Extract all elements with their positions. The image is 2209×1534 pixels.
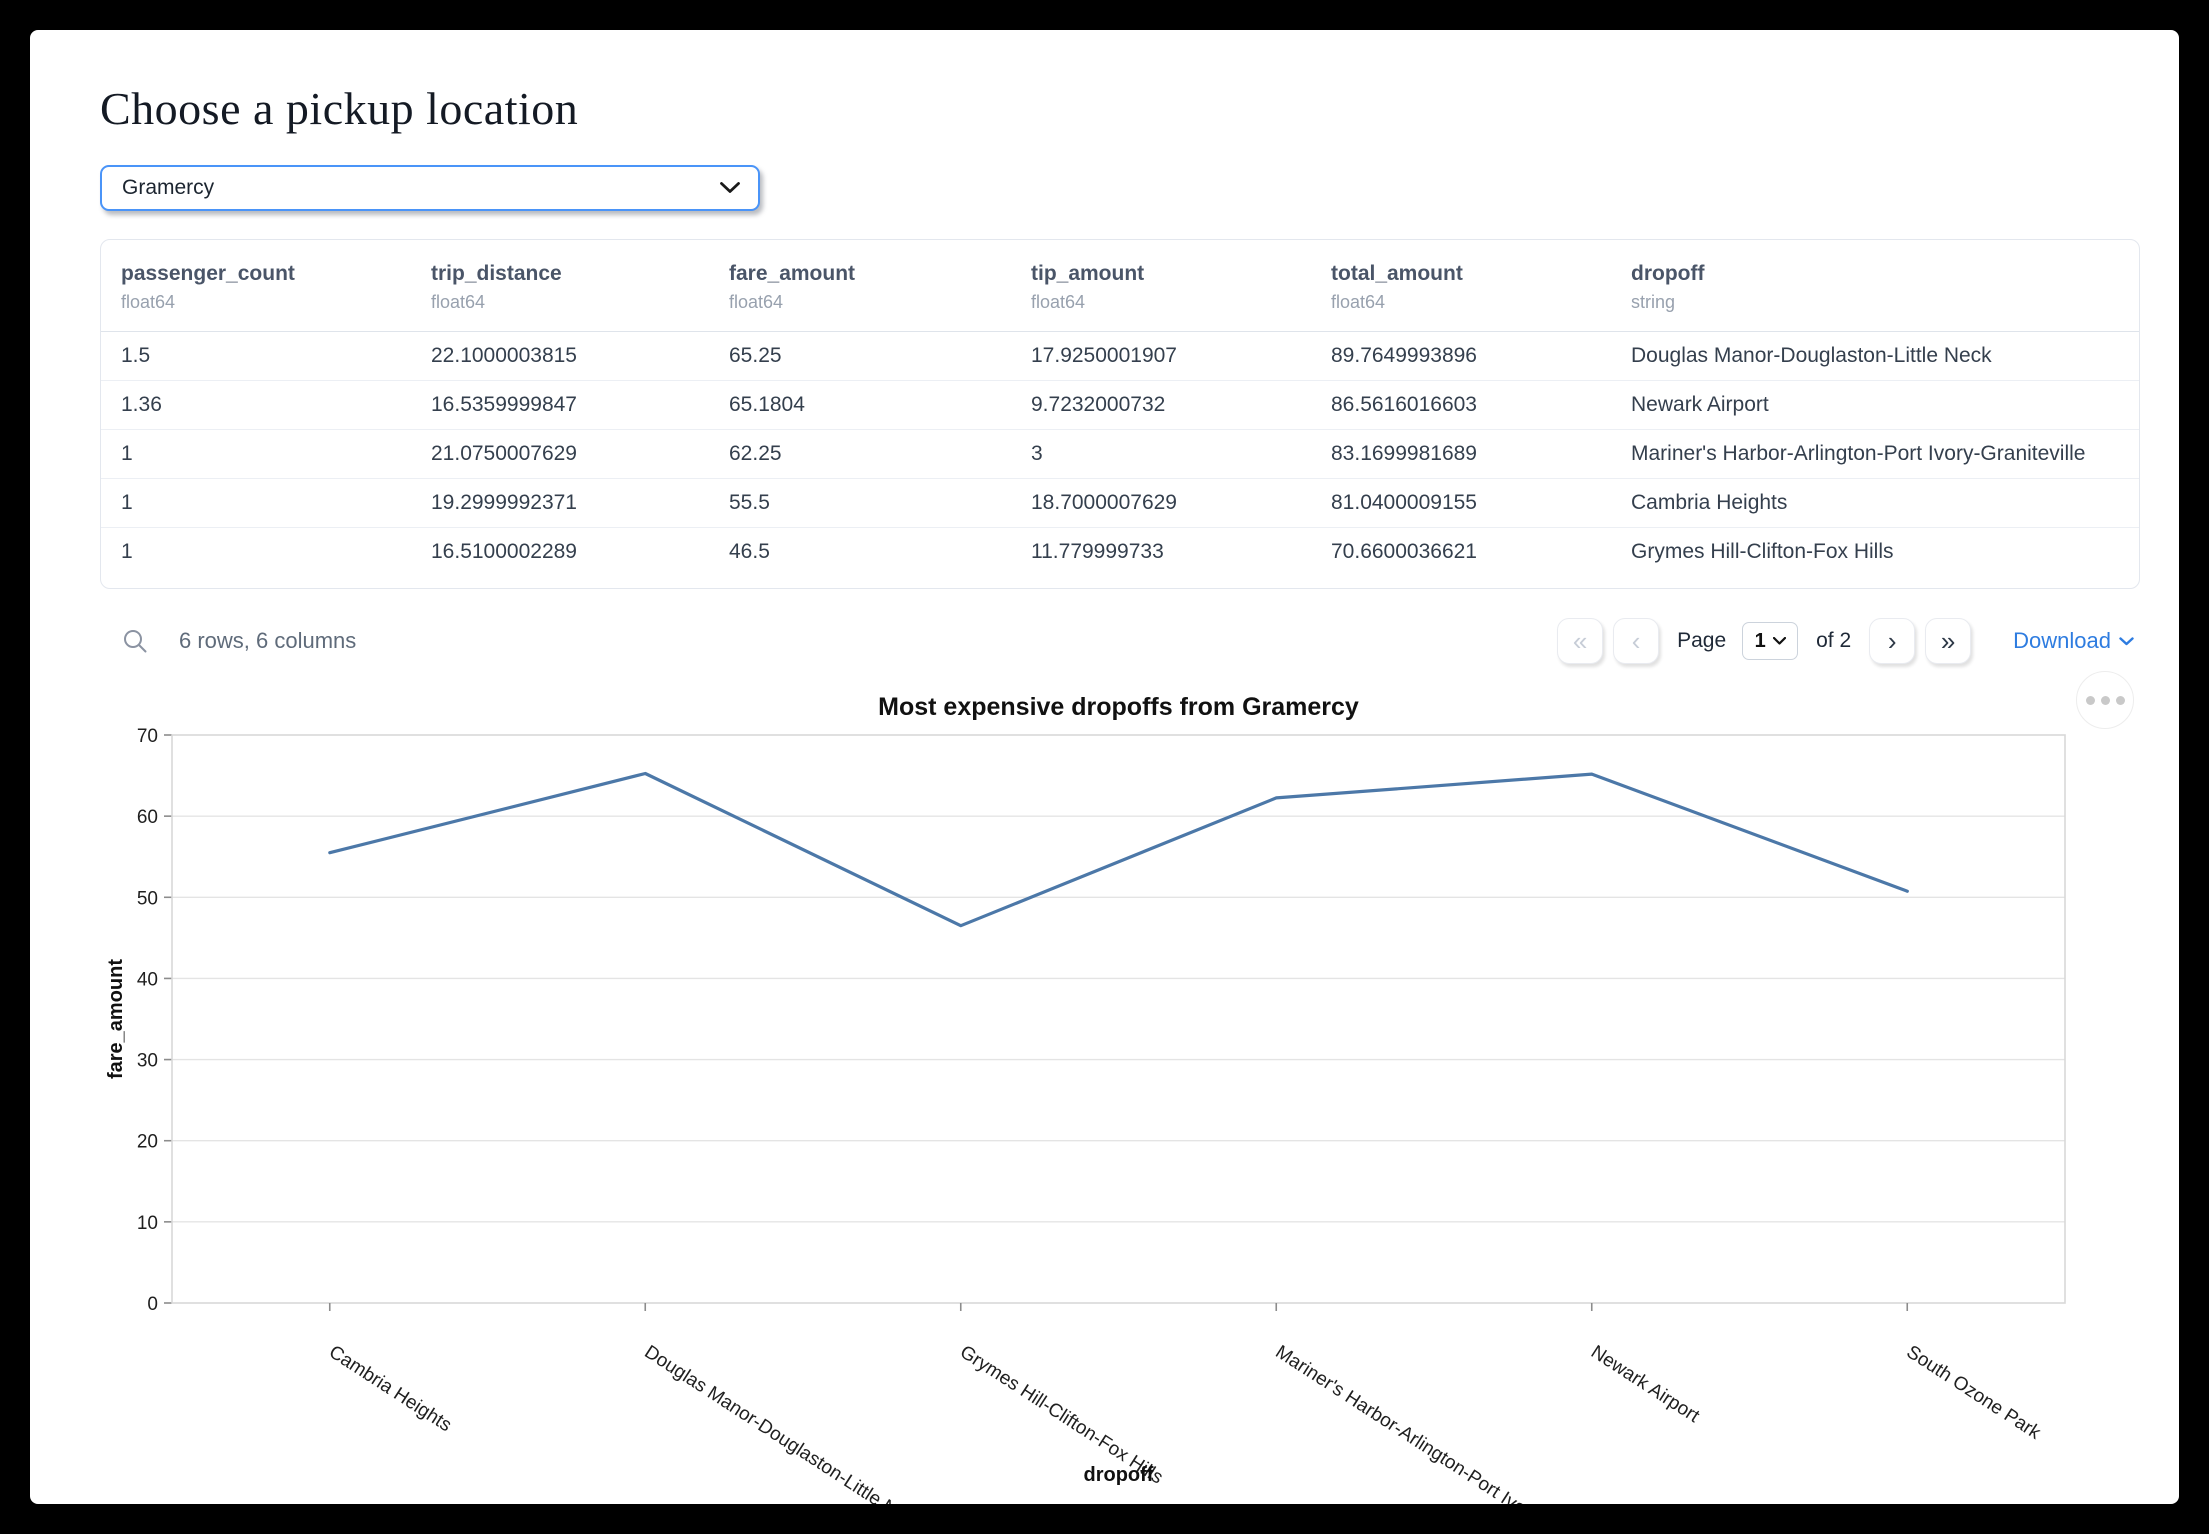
table-cell: 16.5359999847: [411, 380, 709, 430]
pickup-location-select[interactable]: Gramercy: [100, 165, 760, 211]
table-cell: 1.5: [121, 344, 151, 367]
table-row[interactable]: 1 19.2999992371 55.5 18.7000007629 81.040000…: [101, 478, 2139, 528]
table-row[interactable]: 1 21.0750007629 62.25 3 83.1699981689 Mariner…: [101, 429, 2139, 479]
table-footer: 6 rows, 6 columns « ‹ Page 1 of 2 › » Do…: [100, 615, 2140, 667]
table-cell: 16.5100002289: [411, 527, 709, 576]
app-card: Choose a pickup location Gramercy passen…: [30, 30, 2179, 1504]
y-tick-label: 50: [137, 888, 158, 909]
y-tick-label: 40: [137, 969, 158, 990]
table-row[interactable]: 1.5 22.1000003815 65.25 17.9250001907 89.764…: [101, 332, 2139, 381]
x-tick-label: Newark Airport: [1587, 1342, 1704, 1428]
table-cell: 81.0400009155: [1311, 478, 1611, 528]
table-cell: 83.1699981689: [1311, 429, 1611, 479]
table-cell: Mariner's Harbor-Arlington-Port Ivory-Gr…: [1611, 429, 2139, 479]
table-cell: 22.1000003815: [431, 344, 577, 367]
table-header-row: passenger_count float64 trip_distance float…: [101, 240, 2139, 332]
y-tick-label: 10: [137, 1213, 158, 1234]
table-cell: 89.7649993896: [1331, 344, 1477, 367]
y-axis-title: fare_amount: [105, 959, 127, 1079]
table-cell: 11.779999733: [1011, 527, 1311, 576]
table-cell: Grymes Hill-Clifton-Fox Hills: [1611, 527, 2139, 576]
column-header-total_amount[interactable]: total_amount float64: [1311, 240, 1611, 332]
table-cell: 1.36: [101, 380, 411, 430]
page-number-value: 1: [1754, 629, 1766, 652]
chevron-down-icon: [1772, 637, 1786, 645]
page-label: Page: [1677, 629, 1727, 652]
chevron-down-icon: [2119, 636, 2134, 645]
previous-page-button[interactable]: ‹: [1613, 618, 1660, 664]
chevron-down-icon: [720, 182, 740, 193]
table-row[interactable]: 1 16.5100002289 46.5 11.779999733 70.6600036…: [101, 527, 2139, 576]
fare-line-series: [328, 771, 1909, 928]
pagination: « ‹ Page 1 of 2 › » Download: [1557, 618, 2140, 664]
first-page-button[interactable]: «: [1557, 618, 1604, 664]
table-cell: 70.6600036621: [1311, 527, 1611, 576]
table-cell: 86.5616016603: [1311, 380, 1611, 430]
table-cell: 1: [101, 527, 411, 576]
y-tick-label: 70: [137, 726, 158, 747]
chart-section: Most expensive dropoffs from Gramercy 0 10…: [100, 671, 2140, 1504]
table-cell: 62.25: [709, 429, 1011, 479]
y-tick-label: 0: [147, 1294, 158, 1315]
download-label: Download: [2013, 628, 2111, 653]
column-header-fare_amount[interactable]: fare_amount float64: [709, 240, 1011, 332]
page-number-select[interactable]: 1: [1742, 622, 1799, 660]
search-icon: [124, 629, 147, 652]
table-row[interactable]: 1.36 16.5359999847 65.1804 9.7232000732 86.5…: [101, 380, 2139, 430]
table-cell: 19.2999992371: [411, 478, 709, 528]
y-tick-label: 30: [137, 1051, 158, 1072]
y-tick-label: 20: [137, 1132, 158, 1153]
page-title: Choose a pickup location: [100, 83, 579, 134]
plot-border: [171, 734, 2066, 1304]
column-header-tip_amount[interactable]: tip_amount float64: [1011, 240, 1311, 332]
table-cell: 1: [101, 429, 411, 479]
table-cell: 9.7232000732: [1011, 380, 1311, 430]
next-page-button[interactable]: ›: [1869, 618, 1916, 664]
table-cell: 17.9250001907: [1031, 344, 1177, 367]
search-button[interactable]: [100, 627, 155, 656]
x-tick-label: Douglas Manor-Douglaston-Little Neck: [641, 1342, 927, 1504]
chart-more-options-button[interactable]: [2076, 671, 2134, 729]
chart-title: Most expensive dropoffs from Gramercy: [878, 693, 1359, 721]
table-cell: 3: [1011, 429, 1311, 479]
pickup-location-value: Gramercy: [122, 176, 215, 199]
fare-amount-line-chart: Most expensive dropoffs from Gramercy 0 10…: [105, 693, 2066, 1504]
data-table-card: passenger_count float64 trip_distance float…: [100, 239, 2140, 589]
table-cell: Cambria Heights: [1611, 478, 2139, 528]
table-cell: 65.25: [729, 344, 782, 367]
download-button[interactable]: Download: [2007, 627, 2140, 655]
x-tick-label: South Ozone Park: [1903, 1342, 2045, 1444]
x-axis-title: dropoff: [1084, 1464, 1154, 1486]
last-page-button[interactable]: »: [1925, 618, 1972, 664]
x-tick-label: Cambria Heights: [325, 1342, 455, 1437]
data-table: passenger_count float64 trip_distance float…: [101, 240, 2139, 576]
table-cell: Newark Airport: [1611, 380, 2139, 430]
table-cell: 46.5: [709, 527, 1011, 576]
page-total-label: of 2: [1816, 629, 1852, 652]
x-tick-label: Mariner's Harbor-Arlington-Port Ivory-…: [1272, 1342, 1565, 1504]
table-cell: 1: [101, 478, 411, 528]
column-header-trip_distance[interactable]: trip_distance float64: [411, 240, 709, 332]
column-header-dropoff[interactable]: dropoff string: [1611, 240, 2139, 332]
table-cell: 65.1804: [709, 380, 1011, 430]
row-column-count: 6 rows, 6 columns: [179, 628, 357, 653]
table-cell: Douglas Manor-Douglaston-Little Neck: [1631, 344, 1992, 367]
column-header-passenger_count[interactable]: passenger_count float64: [101, 240, 411, 332]
table-cell: 21.0750007629: [411, 429, 709, 479]
y-tick-label: 60: [137, 807, 158, 828]
table-cell: 55.5: [709, 478, 1011, 528]
more-options-icon: [2085, 695, 2095, 705]
table-cell: 18.7000007629: [1011, 478, 1311, 528]
